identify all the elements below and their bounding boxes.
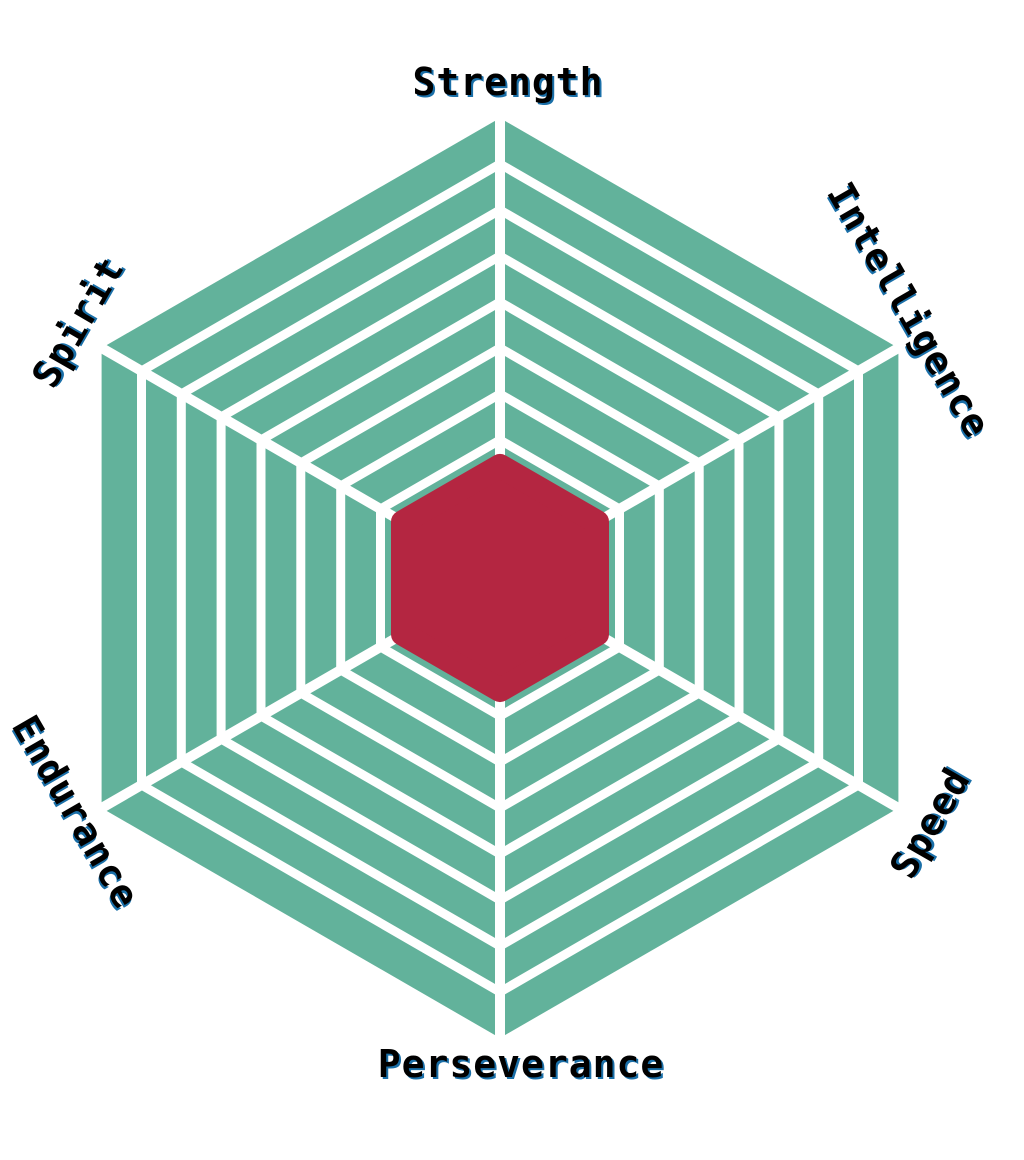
stat-fill-layer <box>391 454 609 702</box>
stat-value-area <box>391 454 609 702</box>
perseverance-label: Perseverance <box>377 1042 665 1086</box>
strength-label: Strength <box>412 60 604 104</box>
